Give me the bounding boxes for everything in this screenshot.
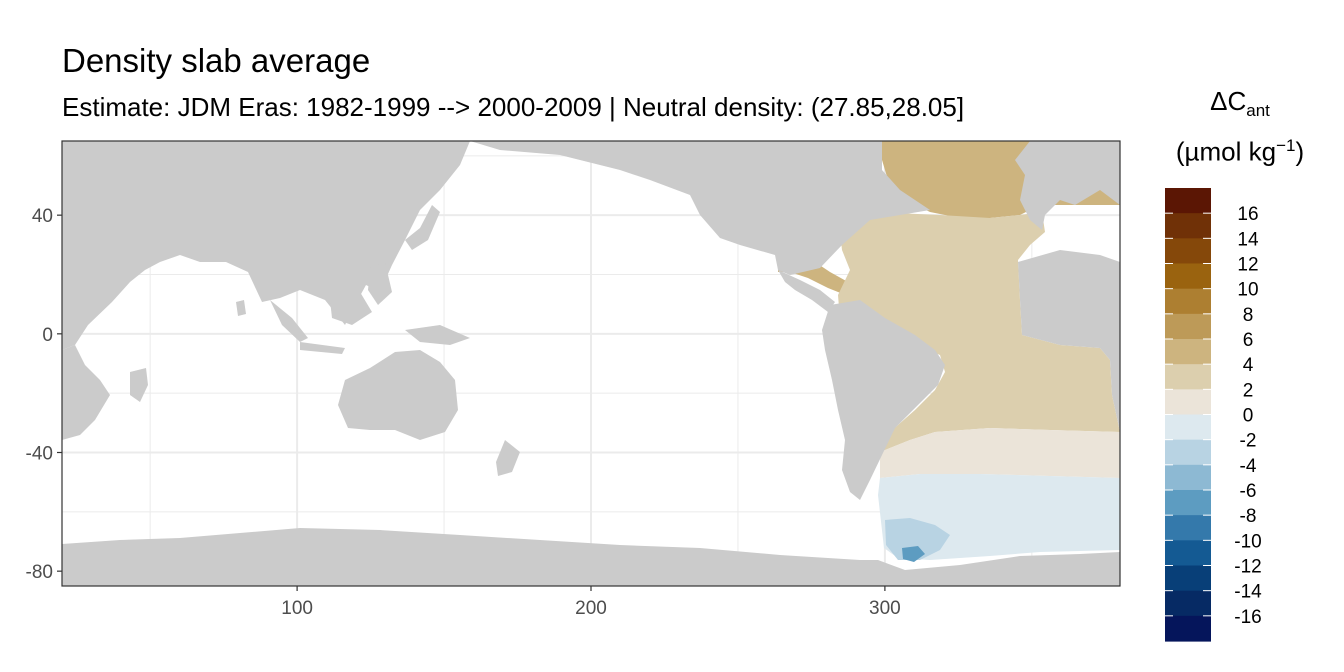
field-band-weddell — [885, 518, 950, 560]
y-tick-label: 40 — [32, 206, 53, 227]
land-south-america — [822, 300, 945, 500]
colorbar-label: 2 — [1243, 380, 1254, 401]
legend-title-symbol: ΔC — [1210, 86, 1247, 116]
colorbar-segment — [1165, 540, 1211, 567]
y-tick-label: -40 — [26, 444, 53, 465]
colorbar-segment — [1165, 515, 1211, 541]
plot-title: Density slab average — [62, 42, 371, 79]
colorbar-segment — [1165, 490, 1211, 516]
land — [62, 141, 1120, 586]
legend-unit-close: ) — [1295, 136, 1305, 167]
colorbar-segment — [1165, 364, 1211, 390]
colorbar — [1165, 188, 1211, 642]
colorbar-label: -14 — [1234, 582, 1262, 603]
colorbar-segment — [1165, 565, 1211, 592]
colorbar-label: 4 — [1243, 355, 1254, 376]
colorbar-segment — [1165, 238, 1211, 265]
land-madagascar — [130, 368, 148, 402]
land-java — [300, 342, 345, 354]
colorbar-label: 6 — [1243, 330, 1254, 351]
legend-title-unit: (µmol kg−1) — [1160, 136, 1320, 168]
colorbar-label: -6 — [1240, 481, 1257, 502]
x-tick-label: 300 — [869, 598, 901, 619]
land-greenland-europe — [1015, 141, 1120, 230]
field-band-south-atlantic-zero — [880, 428, 1120, 478]
colorbar-segment — [1165, 213, 1211, 239]
legend-unit-sup: −1 — [1276, 136, 1296, 155]
land-japan — [405, 205, 440, 250]
colorbar-segment — [1165, 389, 1211, 416]
legend-unit-open: (µmol kg — [1175, 136, 1277, 167]
field-band-weddell-core — [902, 546, 925, 562]
legend-title-subscript: ant — [1246, 101, 1270, 121]
colorbar-label: -12 — [1234, 557, 1261, 578]
x-tick-label: 100 — [281, 598, 313, 619]
colorbar-segment — [1165, 263, 1211, 290]
colorbar-labels: 16 14 12 10 8 6 4 2 0 -2 -4 -6 -8 -10 -12 -14 -16 — [1234, 204, 1262, 628]
land-sri-lanka — [236, 300, 246, 316]
colorbar-segment — [1165, 590, 1211, 617]
land-africa-west-atlantic — [1018, 250, 1120, 432]
colorbar-segment — [1165, 288, 1211, 315]
colorbar-label: -4 — [1240, 456, 1257, 477]
colorbar-label: 16 — [1237, 204, 1258, 225]
land-new-zealand — [496, 440, 520, 476]
land-africa-east — [62, 345, 110, 440]
land-antarctica — [62, 528, 1120, 586]
ocean-field — [778, 141, 1120, 562]
y-axis: 40 0 -40 -80 — [26, 206, 62, 583]
colorbar-label: 12 — [1237, 255, 1258, 276]
land-new-guinea — [405, 325, 470, 345]
x-tick-label: 200 — [575, 598, 607, 619]
land-eurasia-africa-west — [62, 141, 470, 350]
colorbar-segment — [1165, 439, 1211, 466]
plot-subtitle: Estimate: JDM Eras: 1982-1999 --> 2000-2… — [62, 92, 965, 122]
colorbar-label: 10 — [1237, 280, 1258, 301]
colorbar-label: -16 — [1234, 607, 1261, 628]
colorbar-label: 8 — [1243, 305, 1254, 326]
colorbar-segment — [1165, 339, 1211, 365]
land-central-america — [778, 270, 835, 312]
land-philippines — [368, 262, 392, 305]
land-sumatra — [270, 300, 308, 342]
colorbar-segment — [1165, 313, 1211, 340]
land-borneo — [330, 292, 372, 325]
colorbar-label: 14 — [1237, 229, 1259, 250]
x-axis: 100 200 300 — [281, 586, 901, 619]
y-tick-label: -80 — [26, 562, 53, 583]
colorbar-segment — [1165, 464, 1211, 491]
y-tick-label: 0 — [42, 325, 53, 346]
colorbar-label: -2 — [1240, 431, 1257, 452]
colorbar-segment — [1165, 414, 1211, 441]
colorbar-label: -8 — [1240, 506, 1257, 527]
land-australia — [338, 350, 458, 440]
colorbar-label: -10 — [1234, 531, 1261, 552]
land-arctic-north-america — [470, 141, 930, 275]
legend-title-variable: ΔCant — [1160, 86, 1320, 121]
colorbar-segment — [1165, 615, 1211, 642]
colorbar-label: 0 — [1243, 406, 1254, 427]
field-band-central-atlantic — [838, 212, 1120, 452]
colorbar-segment — [1165, 188, 1211, 214]
